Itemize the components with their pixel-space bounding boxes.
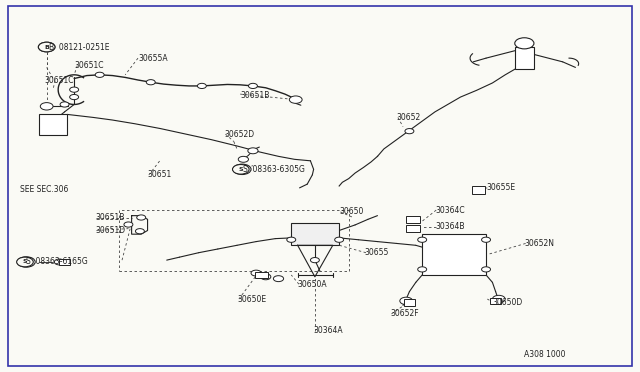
- Bar: [515, 47, 534, 69]
- Circle shape: [95, 72, 104, 77]
- Text: 30651C: 30651C: [74, 61, 104, 70]
- Text: 30655A: 30655A: [138, 54, 168, 62]
- Circle shape: [56, 119, 63, 123]
- Circle shape: [137, 215, 146, 220]
- Text: 30651C: 30651C: [44, 76, 74, 85]
- Circle shape: [38, 42, 55, 52]
- Text: 30364C: 30364C: [435, 206, 465, 215]
- Text: 30650A: 30650A: [298, 280, 327, 289]
- Circle shape: [124, 222, 133, 227]
- Circle shape: [251, 270, 261, 276]
- Text: S  08363-6305G: S 08363-6305G: [243, 165, 305, 174]
- Text: 30651: 30651: [148, 170, 172, 179]
- Circle shape: [40, 103, 53, 110]
- Circle shape: [405, 129, 414, 134]
- Circle shape: [147, 80, 156, 85]
- Text: SEE SEC.306: SEE SEC.306: [20, 185, 68, 194]
- Circle shape: [310, 257, 319, 263]
- Text: S: S: [239, 167, 243, 172]
- Circle shape: [418, 267, 427, 272]
- Bar: [291, 223, 339, 245]
- Circle shape: [70, 94, 79, 100]
- Text: S: S: [240, 167, 244, 172]
- Text: S: S: [22, 260, 28, 264]
- Circle shape: [287, 237, 296, 242]
- Text: A308 1000: A308 1000: [524, 350, 566, 359]
- Bar: [490, 298, 501, 304]
- Bar: [422, 234, 486, 275]
- Text: S: S: [24, 260, 29, 264]
- Text: 30652: 30652: [397, 113, 421, 122]
- Circle shape: [515, 38, 534, 49]
- Circle shape: [233, 164, 251, 174]
- Text: 30651D: 30651D: [95, 226, 125, 235]
- Text: 30650D: 30650D: [492, 298, 523, 307]
- Bar: [472, 186, 484, 194]
- Circle shape: [289, 96, 302, 103]
- Circle shape: [17, 257, 33, 267]
- Circle shape: [197, 83, 206, 89]
- Circle shape: [260, 274, 271, 280]
- Circle shape: [38, 42, 55, 52]
- Circle shape: [481, 267, 490, 272]
- Text: S  08363-6165G: S 08363-6165G: [26, 257, 88, 266]
- Text: 30364A: 30364A: [314, 326, 343, 335]
- Bar: [255, 272, 268, 278]
- Bar: [59, 259, 70, 265]
- Circle shape: [248, 148, 258, 154]
- Circle shape: [136, 229, 145, 234]
- Bar: [406, 225, 420, 232]
- Circle shape: [418, 237, 427, 242]
- Text: 30651B: 30651B: [95, 213, 125, 222]
- Text: B: B: [44, 44, 49, 50]
- Text: 30655E: 30655E: [486, 183, 515, 192]
- Circle shape: [17, 257, 35, 267]
- Bar: [404, 299, 415, 306]
- Text: 30364B: 30364B: [435, 222, 465, 231]
- Text: 30650E: 30650E: [237, 295, 266, 304]
- Circle shape: [400, 297, 413, 305]
- Bar: [39, 115, 67, 135]
- Circle shape: [481, 237, 490, 242]
- Circle shape: [248, 83, 257, 89]
- Circle shape: [492, 295, 505, 303]
- Text: B: B: [44, 45, 49, 49]
- Text: 30652N: 30652N: [524, 239, 554, 248]
- Circle shape: [335, 237, 344, 242]
- Circle shape: [60, 102, 69, 107]
- Circle shape: [70, 87, 79, 92]
- Circle shape: [54, 259, 65, 265]
- Text: B  08121-0251E: B 08121-0251E: [49, 42, 109, 51]
- Circle shape: [238, 156, 248, 162]
- Bar: [406, 216, 420, 223]
- Text: 30652F: 30652F: [390, 310, 419, 318]
- Text: 30650: 30650: [339, 208, 364, 217]
- Text: 30651B: 30651B: [240, 91, 269, 100]
- Circle shape: [273, 276, 284, 282]
- Circle shape: [232, 164, 249, 174]
- Text: 30655: 30655: [365, 248, 389, 257]
- Text: 30652D: 30652D: [224, 129, 254, 139]
- Circle shape: [44, 119, 50, 123]
